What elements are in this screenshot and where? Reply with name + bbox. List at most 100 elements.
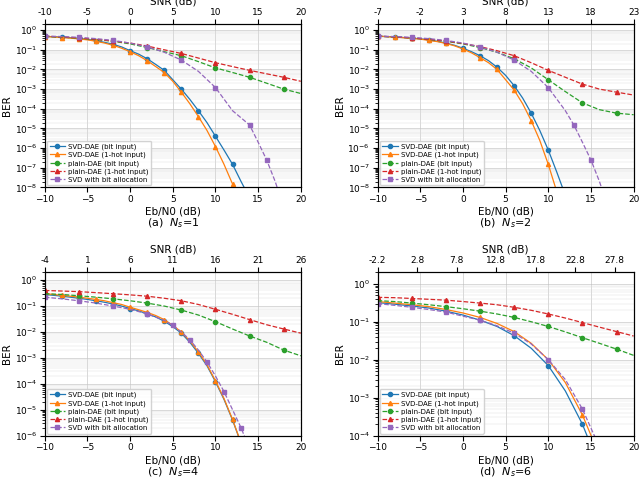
SVD-DAE (bit input): [425, 37, 433, 43]
SVD-DAE (1-hot input): [41, 291, 49, 297]
SVD-DAE (1-hot input): [118, 45, 125, 51]
SVD-DAE (1-hot input): [527, 340, 535, 346]
SVD-DAE (1-hot input): [553, 189, 561, 195]
Line: plain-DAE (bit input): plain-DAE (bit input): [376, 299, 636, 358]
SVD-DAE (1-hot input): [579, 412, 586, 418]
SVD-DAE (1-hot input): [545, 162, 552, 167]
plain-DAE (bit input): [545, 77, 552, 83]
SVD-DAE (bit input): [161, 318, 168, 324]
plain-DAE (bit input): [459, 41, 467, 47]
plain-DAE (1-hot input): [476, 300, 484, 306]
X-axis label: SNR (dB): SNR (dB): [150, 245, 196, 255]
SVD-DAE (bit input): [237, 179, 245, 184]
plain-DAE (bit input): [263, 339, 271, 345]
plain-DAE (bit input): [109, 296, 117, 302]
SVD with bit allocation: [596, 179, 604, 184]
plain-DAE (bit input): [596, 340, 604, 346]
plain-DAE (1-hot input): [408, 35, 415, 41]
plain-DAE (bit input): [630, 112, 637, 118]
SVD-DAE (bit input): [212, 379, 220, 385]
SVD-DAE (1-hot input): [596, 453, 604, 458]
SVD-DAE (bit input): [109, 301, 117, 307]
SVD-DAE (bit input): [118, 303, 125, 309]
plain-DAE (1-hot input): [425, 36, 433, 42]
plain-DAE (bit input): [246, 333, 253, 339]
Line: SVD-DAE (1-hot input): SVD-DAE (1-hot input): [43, 34, 303, 386]
plain-DAE (bit input): [561, 89, 569, 94]
SVD-DAE (1-hot input): [177, 329, 185, 335]
SVD-DAE (bit input): [271, 243, 279, 249]
SVD-DAE (1-hot input): [195, 349, 202, 355]
SVD-DAE (bit input): [510, 83, 518, 89]
SVD-DAE (1-hot input): [561, 218, 569, 224]
plain-DAE (1-hot input): [75, 35, 83, 41]
SVD-DAE (1-hot input): [459, 310, 467, 316]
SVD-DAE (1-hot input): [67, 293, 74, 299]
SVD with bit allocation: [604, 204, 612, 210]
SVD-DAE (bit input): [408, 35, 415, 41]
SVD-DAE (1-hot input): [374, 33, 381, 39]
SVD-DAE (1-hot input): [152, 313, 159, 318]
SVD with bit allocation: [442, 309, 450, 315]
plain-DAE (bit input): [246, 75, 253, 80]
SVD-DAE (bit input): [545, 147, 552, 153]
Y-axis label: BER: BER: [335, 95, 344, 116]
plain-DAE (bit input): [58, 291, 66, 297]
plain-DAE (bit input): [374, 33, 381, 39]
SVD-DAE (bit input): [417, 36, 424, 42]
plain-DAE (1-hot input): [579, 319, 586, 325]
SVD-DAE (1-hot input): [442, 41, 450, 46]
SVD with bit allocation: [41, 294, 49, 300]
SVD-DAE (1-hot input): [519, 101, 527, 106]
SVD with bit allocation: [92, 300, 100, 306]
SVD-DAE (1-hot input): [451, 43, 458, 49]
plain-DAE (1-hot input): [280, 75, 287, 80]
X-axis label: Eb/N0 (dB): Eb/N0 (dB): [477, 207, 534, 217]
SVD-DAE (1-hot input): [493, 66, 501, 72]
plain-DAE (1-hot input): [109, 38, 117, 44]
SVD-DAE (bit input): [237, 440, 245, 446]
SVD-DAE (bit input): [468, 49, 476, 55]
SVD-DAE (bit input): [92, 298, 100, 303]
SVD with bit allocation: [579, 406, 586, 412]
SVD-DAE (1-hot input): [476, 315, 484, 320]
SVD with bit allocation: [212, 85, 220, 91]
plain-DAE (1-hot input): [109, 291, 117, 297]
plain-DAE (bit input): [391, 34, 399, 40]
plain-DAE (bit input): [263, 80, 271, 86]
SVD with bit allocation: [391, 302, 399, 308]
SVD-DAE (bit input): [254, 210, 262, 216]
SVD with bit allocation: [271, 179, 279, 184]
SVD-DAE (1-hot input): [126, 304, 134, 310]
Line: plain-DAE (bit input): plain-DAE (bit input): [43, 291, 303, 358]
SVD-DAE (bit input): [195, 108, 202, 114]
Line: SVD-DAE (bit input): SVD-DAE (bit input): [376, 301, 636, 484]
Legend: SVD-DAE (bit input), SVD-DAE (1-hot input), plain-DAE (bit input), plain-DAE (1-: SVD-DAE (bit input), SVD-DAE (1-hot inpu…: [380, 141, 484, 185]
SVD-DAE (bit input): [382, 34, 390, 40]
SVD-DAE (1-hot input): [391, 300, 399, 306]
SVD-DAE (bit input): [493, 324, 501, 330]
SVD with bit allocation: [92, 36, 100, 42]
plain-DAE (1-hot input): [143, 43, 151, 49]
plain-DAE (1-hot input): [408, 296, 415, 302]
plain-DAE (bit input): [612, 110, 620, 116]
SVD-DAE (bit input): [161, 67, 168, 73]
plain-DAE (bit input): [630, 352, 637, 358]
plain-DAE (1-hot input): [161, 47, 168, 53]
SVD-DAE (1-hot input): [75, 294, 83, 300]
plain-DAE (bit input): [143, 45, 151, 50]
Line: plain-DAE (1-hot input): plain-DAE (1-hot input): [43, 34, 303, 83]
SVD-DAE (1-hot input): [545, 357, 552, 363]
SVD with bit allocation: [161, 318, 168, 323]
plain-DAE (1-hot input): [195, 55, 202, 61]
SVD with bit allocation: [280, 204, 287, 210]
Line: SVD-DAE (bit input): SVD-DAE (bit input): [43, 34, 303, 307]
SVD-DAE (1-hot input): [220, 395, 228, 401]
plain-DAE (bit input): [228, 70, 236, 76]
plain-DAE (bit input): [425, 36, 433, 42]
plain-DAE (1-hot input): [596, 324, 604, 330]
SVD with bit allocation: [75, 34, 83, 40]
SVD with bit allocation: [263, 157, 271, 163]
plain-DAE (1-hot input): [391, 295, 399, 301]
SVD with bit allocation: [459, 40, 467, 46]
